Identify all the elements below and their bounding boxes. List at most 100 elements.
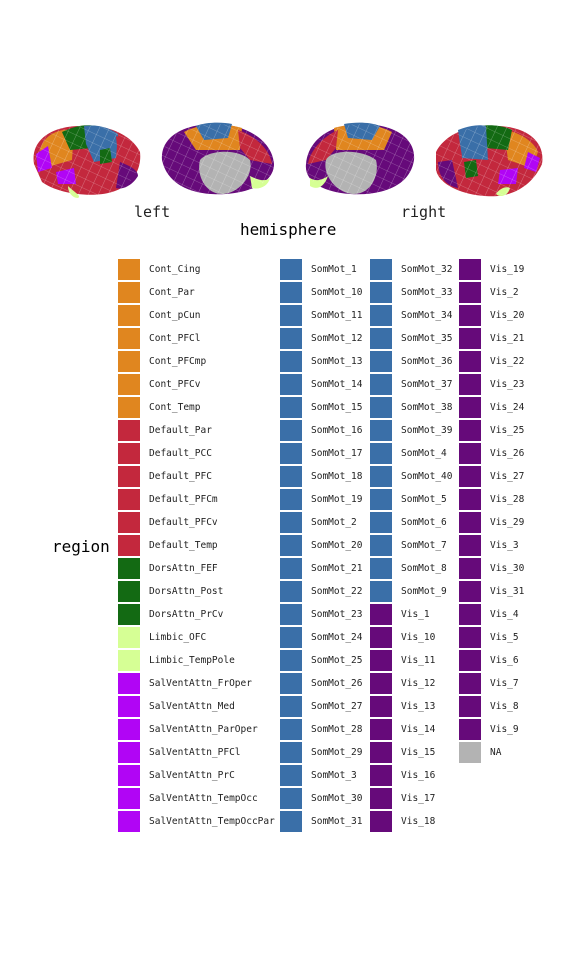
legend-label: Vis_17	[401, 793, 436, 804]
legend-label: Vis_25	[490, 425, 525, 436]
legend-swatch	[280, 742, 302, 763]
legend-label: SomMot_32	[401, 264, 453, 275]
legend-label: SomMot_15	[311, 402, 363, 413]
legend-label: Default_PCC	[149, 448, 212, 459]
legend-swatch	[118, 328, 140, 349]
legend-label: SomMot_34	[401, 310, 453, 321]
legend-swatch	[370, 765, 392, 786]
left-medial-brain	[161, 122, 274, 195]
legend-swatch	[280, 466, 302, 487]
legend-swatch	[370, 420, 392, 441]
legend-swatch	[459, 650, 481, 671]
legend-swatch	[459, 512, 481, 533]
legend-label: SomMot_8	[401, 563, 447, 574]
legend-label: Cont_PFCl	[149, 333, 201, 344]
legend-swatch	[459, 489, 481, 510]
legend-swatch	[280, 581, 302, 602]
legend-label: SomMot_21	[311, 563, 363, 574]
legend-swatch	[280, 673, 302, 694]
legend-label: Default_PFCv	[149, 517, 218, 528]
legend-swatch	[280, 443, 302, 464]
legend-swatch	[459, 719, 481, 740]
legend-swatch	[459, 397, 481, 418]
legend-label: Vis_5	[490, 632, 519, 643]
legend-swatch	[118, 535, 140, 556]
legend-label: SomMot_13	[311, 356, 363, 367]
legend-label: Cont_PFCmp	[149, 356, 207, 367]
legend-swatch	[370, 351, 392, 372]
legend-swatch	[280, 627, 302, 648]
legend-label: SalVentAttn_PrC	[149, 770, 235, 781]
legend-label: SomMot_30	[311, 793, 363, 804]
legend-swatch	[459, 535, 481, 556]
legend-label: Vis_1	[401, 609, 430, 620]
legend-label: SomMot_20	[311, 540, 363, 551]
legend-label: SomMot_11	[311, 310, 363, 321]
left-hemisphere-label: left	[134, 203, 171, 221]
legend-swatch	[459, 282, 481, 303]
legend-swatch	[459, 259, 481, 280]
legend-swatch	[280, 420, 302, 441]
legend-label: SomMot_39	[401, 425, 453, 436]
legend-swatch	[280, 696, 302, 717]
legend-label: SomMot_28	[311, 724, 363, 735]
legend-label: SomMot_38	[401, 402, 453, 413]
legend-label: Vis_27	[490, 471, 525, 482]
legend-label: Vis_3	[490, 540, 519, 551]
legend-label: Vis_28	[490, 494, 525, 505]
legend-swatch	[118, 397, 140, 418]
legend-label: SomMot_18	[311, 471, 363, 482]
legend-label: Default_Temp	[149, 540, 218, 551]
legend-swatch	[370, 696, 392, 717]
legend-label: SomMot_12	[311, 333, 363, 344]
legend-label: SalVentAttn_PFCl	[149, 747, 241, 758]
legend-label: SomMot_3	[311, 770, 357, 781]
legend-swatch	[459, 604, 481, 625]
legend-swatch	[370, 627, 392, 648]
legend-label: Cont_Cing	[149, 264, 201, 275]
legend-label: SomMot_24	[311, 632, 363, 643]
legend-label: SomMot_10	[311, 287, 363, 298]
legend-swatch	[459, 558, 481, 579]
legend-label: Limbic_OFC	[149, 632, 207, 643]
legend-label: SomMot_19	[311, 494, 363, 505]
legend-swatch	[459, 328, 481, 349]
legend-swatch	[118, 443, 140, 464]
legend-label: Limbic_TempPole	[149, 655, 235, 666]
legend-label: SomMot_31	[311, 816, 363, 827]
legend-swatch	[370, 466, 392, 487]
legend-swatch	[280, 650, 302, 671]
legend-label: SomMot_7	[401, 540, 447, 551]
legend-swatch	[370, 788, 392, 809]
legend-label: Vis_23	[490, 379, 525, 390]
right-medial-brain	[305, 122, 415, 195]
legend-swatch	[370, 259, 392, 280]
legend-label: SomMot_37	[401, 379, 453, 390]
legend-label: Default_Par	[149, 425, 212, 436]
legend-swatch	[280, 305, 302, 326]
legend-swatch	[280, 512, 302, 533]
hemisphere-title: hemisphere	[240, 220, 337, 239]
legend-label: Vis_22	[490, 356, 525, 367]
legend-swatch	[280, 719, 302, 740]
legend-label: SomMot_40	[401, 471, 453, 482]
legend-label: SomMot_36	[401, 356, 453, 367]
legend-swatch	[280, 259, 302, 280]
legend-label: SomMot_29	[311, 747, 363, 758]
legend-label: SomMot_14	[311, 379, 363, 390]
legend-swatch	[459, 673, 481, 694]
legend-swatch	[459, 696, 481, 717]
legend-swatch	[118, 811, 140, 832]
legend-label: SomMot_17	[311, 448, 363, 459]
legend-label: Vis_14	[401, 724, 436, 735]
legend-swatch	[370, 305, 392, 326]
legend-swatch	[118, 696, 140, 717]
legend-label: SomMot_6	[401, 517, 447, 528]
legend-swatch	[280, 558, 302, 579]
legend-swatch	[118, 282, 140, 303]
legend-swatch	[118, 581, 140, 602]
legend-label: SomMot_22	[311, 586, 363, 597]
legend-swatch	[459, 627, 481, 648]
legend-label: SomMot_5	[401, 494, 447, 505]
legend-swatch	[370, 374, 392, 395]
